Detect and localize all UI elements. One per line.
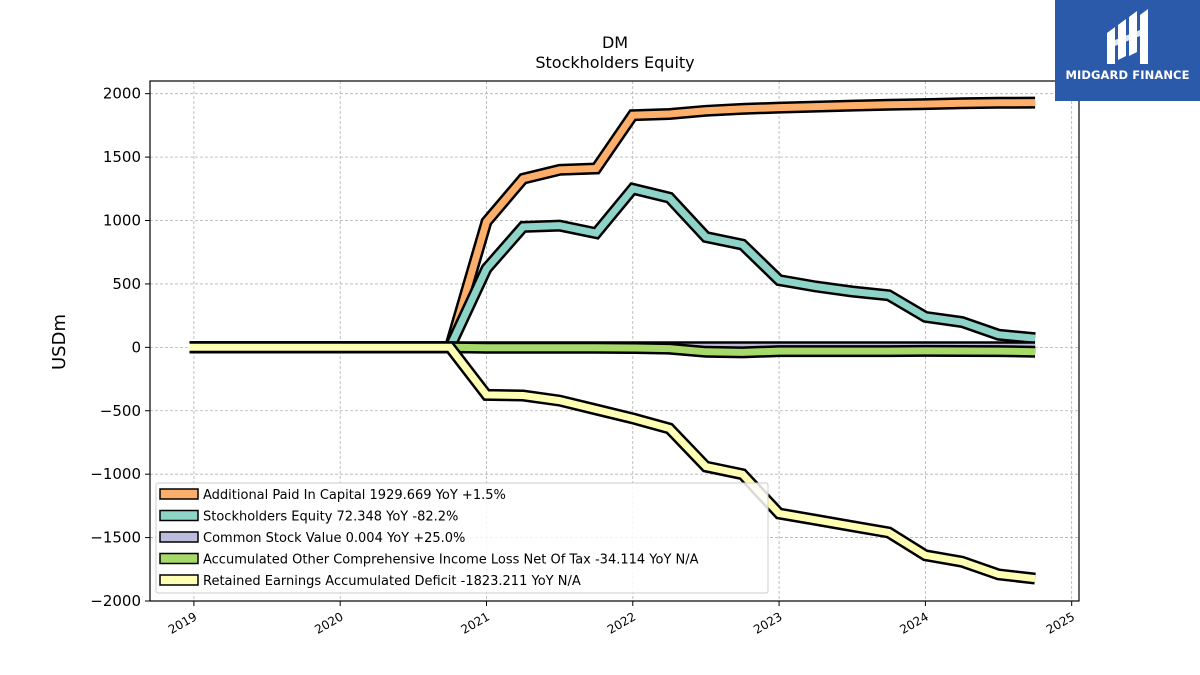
legend-label-1: Stockholders Equity 72.348 YoY -82.2% [203,510,458,525]
x-tick-label-6: 2025 [1044,609,1077,636]
x-tick-label-3: 2022 [605,609,638,636]
legend: Additional Paid In Capital 1929.669 YoY … [155,482,769,594]
legend-label-4: Retained Earnings Accumulated Deficit -1… [203,574,581,589]
y-tick-label-1: 1500 [103,148,141,166]
series-line-3 [189,343,1036,356]
legend-swatch-2 [159,531,199,543]
legend-label-0: Additional Paid In Capital 1929.669 YoY … [203,488,506,503]
y-axis-label: USDm [49,314,70,370]
series-4 [189,341,1036,585]
y-tick-label-7: −1500 [90,529,141,547]
x-tick-label-5: 2024 [897,609,930,636]
legend-item-3: Accumulated Other Comprehensive Income L… [159,552,699,568]
y-axis: 2000 1500 1000 500 0 −500 −1000 −1500 −2000 [90,85,150,610]
series-line-0 [189,99,1036,351]
x-tick-label-2: 2021 [459,609,492,636]
y-tick-label-5: −500 [100,402,141,420]
legend-swatch-1 [159,509,199,522]
y-tick-label-2: 1000 [103,212,141,230]
legend-item-4: Retained Earnings Accumulated Deficit -1… [159,574,581,589]
chart-title-line1: DM [602,33,628,52]
legend-swatch-3 [159,552,199,565]
series-0 [189,96,1036,354]
series-line-1 [189,184,1036,351]
y-tick-label-6: −1000 [90,465,141,483]
series-1 [189,182,1036,354]
legend-label-2: Common Stock Value 0.004 YoY +25.0% [203,531,465,546]
y-tick-label-8: −2000 [90,592,141,610]
legend-item-2: Common Stock Value 0.004 YoY +25.0% [159,531,465,546]
chart-title: DM Stockholders Equity [535,33,694,72]
x-tick-label-1: 2020 [312,609,345,636]
x-tick-label-0: 2019 [166,609,199,636]
brand-logo: MIDGARD FINANCE [1055,0,1200,101]
series-line-4 [189,343,1036,583]
grid [150,81,1079,602]
legend-box [155,482,769,594]
x-tick-label-4: 2023 [751,609,784,636]
legend-swatch-0 [159,488,199,500]
y-tick-label-4: 0 [131,338,141,356]
legend-item-1: Stockholders Equity 72.348 YoY -82.2% [159,509,458,525]
logo-mark-icon [1107,9,1148,64]
x-axis: 2019 2020 2021 2022 2023 2024 2025 [166,601,1077,637]
chart-title-line2: Stockholders Equity [535,53,694,72]
series-group [189,96,1036,585]
legend-label-3: Accumulated Other Comprehensive Income L… [203,553,699,568]
y-tick-label-0: 2000 [103,85,141,103]
y-tick-label-3: 500 [112,275,141,293]
legend-item-0: Additional Paid In Capital 1929.669 YoY … [159,488,506,503]
plot-frame [149,80,1080,602]
series-3 [189,341,1036,359]
legend-swatch-4 [159,574,199,586]
brand-logo-text: MIDGARD FINANCE [1065,68,1190,82]
